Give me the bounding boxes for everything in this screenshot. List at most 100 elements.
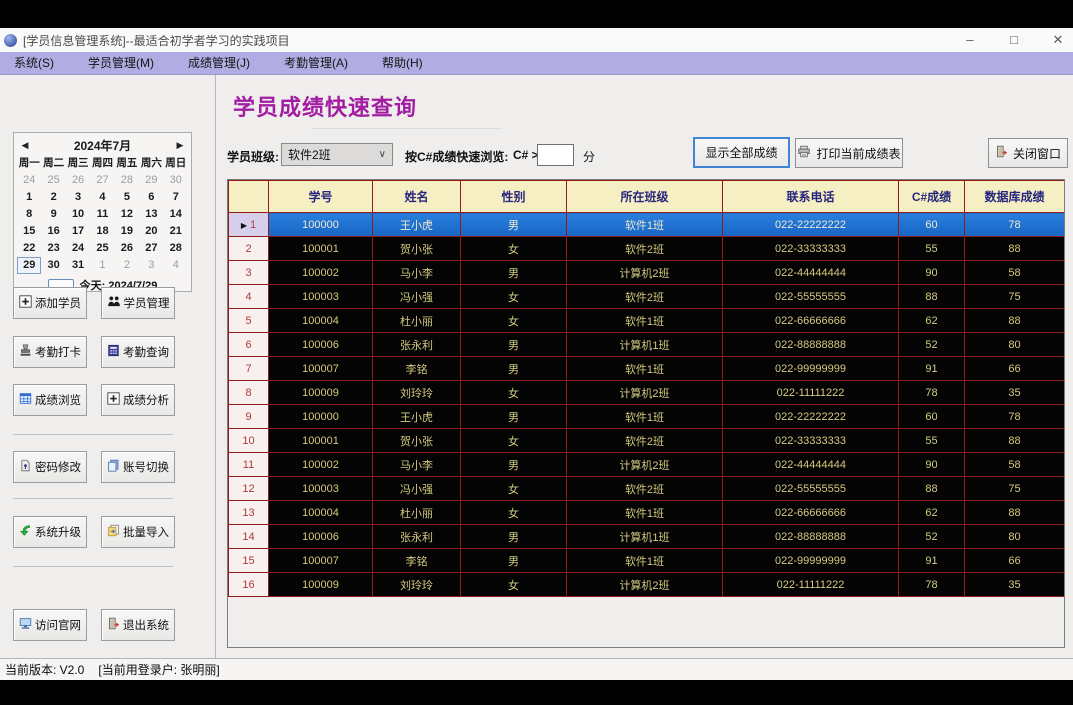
table-cell[interactable]: 王小虎	[372, 212, 461, 237]
table-row[interactable]: 10 100001 贺小张女软件2班 022-33333333 55 88	[228, 428, 1064, 453]
calendar-day[interactable]: 10	[71, 208, 85, 220]
table-cell[interactable]: 58	[964, 452, 1064, 477]
column-header[interactable]: 学号	[268, 180, 373, 213]
table-cell[interactable]: 男	[460, 404, 567, 429]
table-cell[interactable]: 88	[964, 236, 1064, 261]
table-cell[interactable]: 100003	[268, 476, 373, 501]
calendar-day[interactable]: 3	[148, 259, 155, 271]
table-cell[interactable]: 35	[964, 380, 1064, 405]
calendar-day[interactable]: 26	[71, 174, 85, 186]
table-cell[interactable]: 91	[898, 356, 965, 381]
table-cell[interactable]: 张永利	[372, 524, 461, 549]
calendar-day[interactable]: 30	[169, 174, 182, 186]
student-management-button[interactable]: 学员管理	[101, 287, 175, 319]
calendar-day[interactable]: 8	[26, 208, 33, 220]
table-row[interactable]: 5 100004 杜小丽女软件1班 022-66666666 62 88	[228, 308, 1064, 333]
table-cell[interactable]: 100007	[268, 356, 373, 381]
table-cell[interactable]: 100002	[268, 452, 373, 477]
table-cell[interactable]: 软件2班	[566, 428, 723, 453]
table-cell[interactable]: 软件1班	[566, 500, 723, 525]
table-cell[interactable]: 91	[898, 548, 965, 573]
table-cell[interactable]: 80	[964, 332, 1064, 357]
table-cell[interactable]: 女	[460, 572, 567, 597]
table-cell[interactable]: 022-55555555	[722, 284, 899, 309]
table-cell[interactable]: 35	[964, 572, 1064, 597]
table-cell[interactable]: 100004	[268, 500, 373, 525]
calendar-day[interactable]: 16	[47, 225, 60, 237]
row-number-cell[interactable]: 10	[228, 428, 269, 453]
table-cell[interactable]: 男	[460, 548, 567, 573]
batch-import-button[interactable]: 批量导入	[101, 516, 175, 548]
table-cell[interactable]: 女	[460, 236, 567, 261]
table-cell[interactable]: 62	[898, 500, 965, 525]
calendar-day[interactable]: 27	[145, 242, 158, 254]
table-cell[interactable]: 100006	[268, 524, 373, 549]
table-cell[interactable]: 022-22222222	[722, 212, 899, 237]
table-cell[interactable]: 软件1班	[566, 356, 723, 381]
table-cell[interactable]: 女	[460, 380, 567, 405]
menu-student-mgmt[interactable]: 学员管理(M)	[88, 55, 154, 70]
table-cell[interactable]: 022-99999999	[722, 548, 899, 573]
calendar-prev-icon[interactable]: ◀	[21, 139, 29, 150]
table-cell[interactable]: 022-11111222	[722, 572, 899, 597]
table-cell[interactable]: 刘玲玲	[372, 380, 461, 405]
table-cell[interactable]: 100009	[268, 572, 373, 597]
row-number-cell[interactable]: 6	[228, 332, 269, 357]
calendar-day[interactable]: 25	[96, 242, 109, 254]
table-row[interactable]: 3 100002 马小李男计算机2班 022-44444444 90 58	[228, 260, 1064, 285]
calendar-day[interactable]: 31	[71, 259, 85, 271]
calendar-day[interactable]: 24	[71, 242, 85, 254]
table-cell[interactable]: 女	[460, 500, 567, 525]
table-cell[interactable]: 90	[898, 452, 965, 477]
table-cell[interactable]: 女	[460, 476, 567, 501]
calendar-day[interactable]: 4	[172, 259, 179, 271]
table-cell[interactable]: 80	[964, 524, 1064, 549]
attendance-query-button[interactable]: 考勤查询	[101, 336, 175, 368]
calendar-day[interactable]: 6	[148, 191, 155, 203]
table-cell[interactable]: 100003	[268, 284, 373, 309]
calendar-day[interactable]: 9	[50, 208, 57, 220]
row-number-cell[interactable]: 9	[228, 404, 269, 429]
table-cell[interactable]: 100001	[268, 236, 373, 261]
calendar-day[interactable]: 22	[23, 242, 36, 254]
calendar-day[interactable]: 19	[120, 225, 134, 237]
attendance-punch-button[interactable]: 考勤打卡	[13, 336, 87, 368]
table-cell[interactable]: 软件1班	[566, 212, 723, 237]
calendar-day[interactable]: 2	[123, 259, 130, 271]
row-number-cell[interactable]: 8	[228, 380, 269, 405]
calendar-day[interactable]: 23	[47, 242, 60, 254]
minimize-button[interactable]: –	[966, 32, 974, 47]
table-cell[interactable]: 马小李	[372, 452, 461, 477]
table-cell[interactable]: 60	[898, 212, 965, 237]
calendar-day[interactable]: 14	[169, 208, 182, 220]
table-cell[interactable]: 贺小张	[372, 428, 461, 453]
table-cell[interactable]: 计算机2班	[566, 380, 723, 405]
table-cell[interactable]: 冯小强	[372, 476, 461, 501]
calendar-day[interactable]: 30	[47, 259, 60, 271]
calendar-next-icon[interactable]: ▶	[176, 139, 184, 150]
table-cell[interactable]: 55	[898, 428, 965, 453]
table-cell[interactable]: 022-33333333	[722, 236, 899, 261]
table-cell[interactable]: 022-33333333	[722, 428, 899, 453]
table-cell[interactable]: 88	[898, 476, 965, 501]
row-number-cell[interactable]: 12	[228, 476, 269, 501]
switch-account-button[interactable]: 账号切换	[101, 451, 175, 483]
table-row[interactable]: 8 100009 刘玲玲女计算机2班 022-11111222 78 35	[228, 380, 1064, 405]
column-header[interactable]: 数据库成绩	[964, 180, 1064, 213]
table-cell[interactable]: 100000	[268, 212, 373, 237]
close-button[interactable]: ✕	[1052, 32, 1064, 47]
calendar-day[interactable]: 3	[75, 191, 82, 203]
menu-help[interactable]: 帮助(H)	[382, 55, 423, 70]
row-number-cell[interactable]: 13	[228, 500, 269, 525]
table-cell[interactable]: 100009	[268, 380, 373, 405]
calendar-day[interactable]: 28	[120, 174, 134, 186]
table-row[interactable]: 12 100003 冯小强女软件2班 022-55555555 88 75	[228, 476, 1064, 501]
table-cell[interactable]: 58	[964, 260, 1064, 285]
table-cell[interactable]: 马小李	[372, 260, 461, 285]
table-cell[interactable]: 软件1班	[566, 548, 723, 573]
calendar-day-today[interactable]: 29	[17, 257, 42, 274]
table-cell[interactable]: 022-44444444	[722, 452, 899, 477]
calendar-day[interactable]: 7	[172, 191, 179, 203]
table-cell[interactable]: 55	[898, 236, 965, 261]
table-cell[interactable]: 75	[964, 476, 1064, 501]
